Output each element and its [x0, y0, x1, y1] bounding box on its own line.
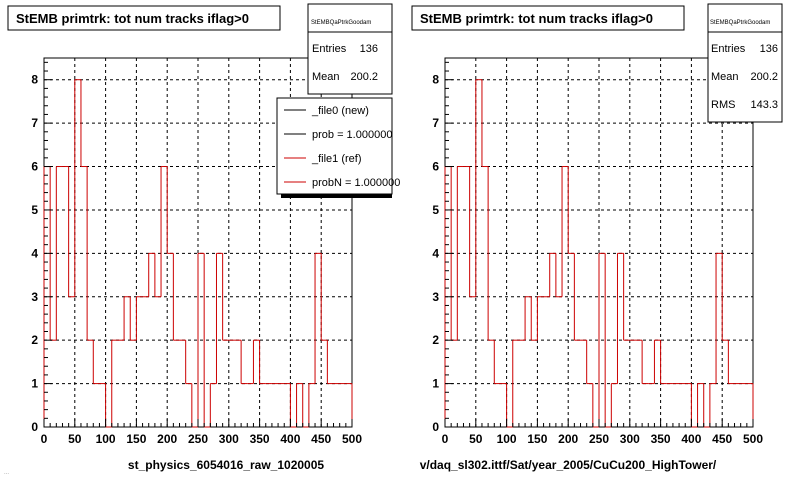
left-panel: StEMB primtrk: tot num tracks iflag>0 0 5…: [7, 3, 400, 472]
y-tick-label: 3: [31, 290, 38, 304]
left-stats-name: StEMBQaPtrkGoodam: [311, 20, 371, 26]
x-tick-label: 450: [311, 432, 331, 446]
right-stats-rms-value: 143.3: [750, 99, 778, 111]
left-legend-box: [276, 97, 393, 195]
x-tick-label: 450: [712, 432, 732, 446]
left-title-box: [7, 5, 281, 31]
right-stats-entries-value: 136: [760, 43, 778, 55]
x-tick-label: 350: [250, 432, 270, 446]
right-stats-name: StEMBQaPtrkGoodam: [710, 20, 770, 26]
x-tick-label: 200: [558, 432, 578, 446]
left-stats-entries-label: Entries: [312, 43, 347, 55]
left-stats-mean-label: Mean: [312, 71, 340, 83]
y-tick-label: 4: [31, 246, 38, 260]
y-tick-label: 3: [432, 290, 439, 304]
x-tick-label: 100: [497, 432, 517, 446]
y-tick-label: 0: [31, 420, 38, 434]
x-tick-label: 400: [681, 432, 701, 446]
right-stats-mean-label: Mean: [711, 71, 739, 83]
x-tick-label: 350: [651, 432, 671, 446]
y-tick-label: 8: [31, 73, 38, 87]
x-tick-label: 300: [219, 432, 239, 446]
x-tick-label: 400: [280, 432, 300, 446]
left-stats-entries-value: 136: [360, 43, 378, 55]
x-tick-label: 100: [96, 432, 116, 446]
left-xlabel: st_physics_6054016_raw_1020005: [128, 458, 324, 472]
x-tick-label: 250: [589, 432, 609, 446]
right-stats-mean-value: 200.2: [750, 71, 778, 83]
y-tick-label: 2: [31, 333, 38, 347]
left-axes: 0 50 100 150 200 250 300 350 400 450 500 0 1 2 3 4 5 6 7 8: [31, 61, 362, 446]
right-stats-rms-label: RMS: [711, 99, 735, 111]
y-tick-label: 8: [432, 73, 439, 87]
x-tick-label: 150: [527, 432, 547, 446]
x-tick-label: 300: [620, 432, 640, 446]
y-tick-label: 1: [432, 377, 439, 391]
x-tick-label: 250: [188, 432, 208, 446]
y-tick-label: 2: [432, 333, 439, 347]
x-tick-label: 500: [342, 432, 362, 446]
y-tick-label: 6: [31, 160, 38, 174]
x-tick-label: 0: [442, 432, 449, 446]
x-tick-label: 50: [68, 432, 82, 446]
x-tick-label: 150: [126, 432, 146, 446]
y-tick-label: 1: [31, 377, 38, 391]
right-axes: 0 50 100 150 200 250 300 350 400 450 500 0 1 2 3 4 5 6 7 8: [432, 61, 763, 446]
legend-entry-1: prob = 1.000000: [312, 129, 392, 141]
right-title: StEMB primtrk: tot num tracks iflag>0: [420, 11, 653, 26]
y-tick-label: 7: [31, 116, 38, 130]
y-tick-label: 6: [432, 160, 439, 174]
left-stats-box: [307, 3, 393, 95]
y-tick-label: 4: [432, 246, 439, 260]
right-title-box: [411, 5, 685, 31]
y-tick-label: 0: [432, 420, 439, 434]
y-tick-label: 5: [432, 203, 439, 217]
x-tick-label: 500: [743, 432, 763, 446]
x-tick-label: 200: [157, 432, 177, 446]
left-title: StEMB primtrk: tot num tracks iflag>0: [16, 11, 249, 26]
right-stats-entries-label: Entries: [711, 43, 746, 55]
right-stats-box: [707, 3, 783, 123]
left-legend: _file0 (new) prob = 1.000000 _file1 (ref…: [276, 97, 400, 198]
legend-entry-0: _file0 (new): [311, 105, 369, 117]
x-tick-label: 50: [469, 432, 483, 446]
legend-entry-3: probN = 1.000000: [312, 177, 400, 189]
y-tick-label: 7: [432, 116, 439, 130]
x-tick-label: 0: [41, 432, 48, 446]
legend-entry-2: _file1 (ref): [311, 153, 362, 165]
left-stats-mean-value: 200.2: [350, 71, 378, 83]
y-tick-label: 5: [31, 203, 38, 217]
footer-text: ...: [4, 470, 9, 476]
right-xlabel: v/daq_sl302.ittf/Sat/year_2005/CuCu200_H…: [420, 458, 717, 472]
right-panel: StEMB primtrk: tot num tracks iflag>0 0 5…: [411, 3, 783, 472]
